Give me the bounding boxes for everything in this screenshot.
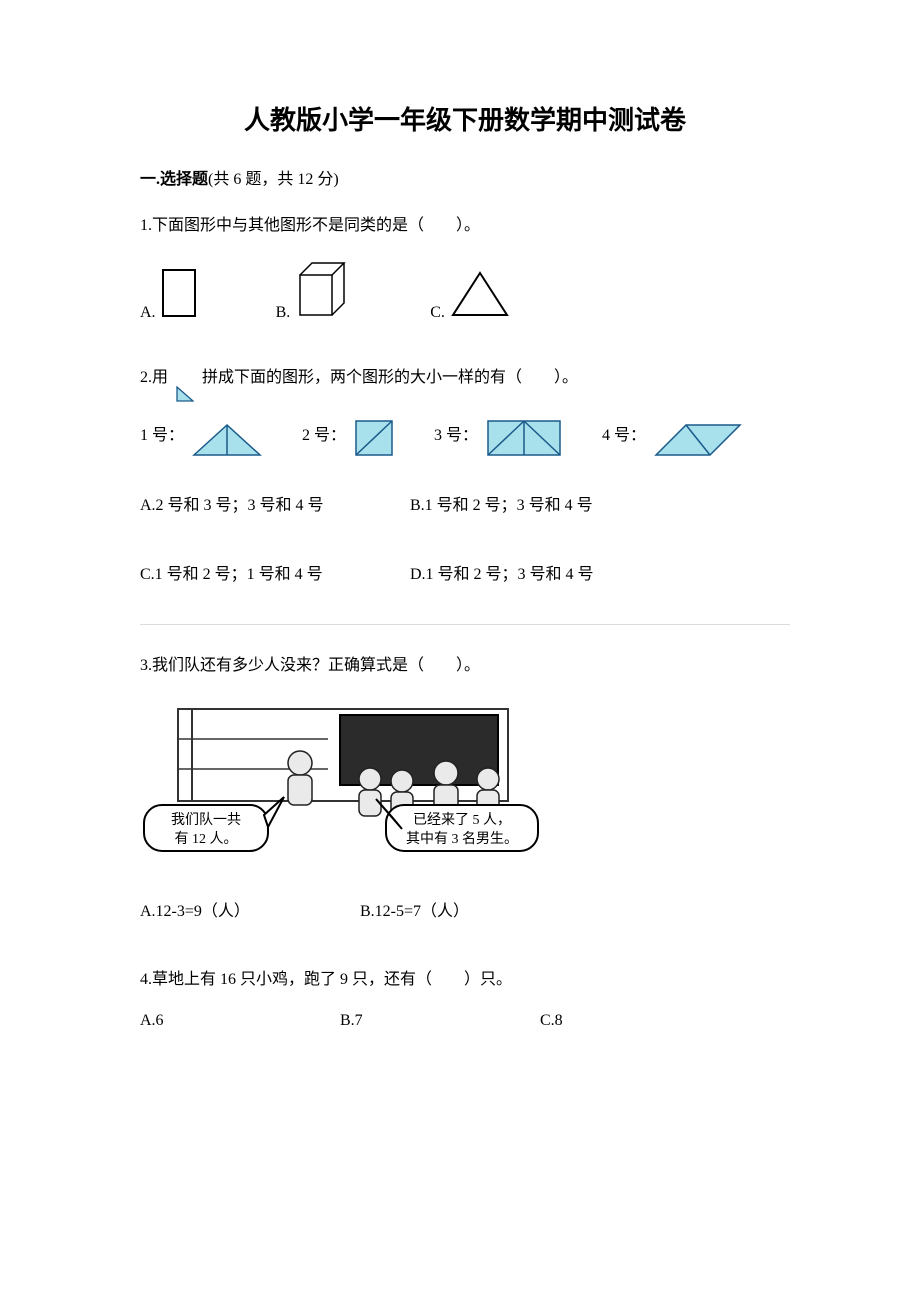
question-2: 2.用 拼成下面的图形，两个图形的大小一样的有（ ）。 1 号： 2 号：	[140, 365, 790, 588]
q2-choice-c: C.1 号和 2 号；1 号和 4 号	[140, 562, 410, 588]
q2-text: 2.用 拼成下面的图形，两个图形的大小一样的有（ ）。	[140, 365, 790, 391]
q4-option-c: C.8	[540, 1008, 740, 1034]
q2-s1-label: 1 号：	[140, 423, 184, 457]
question-1: 1.下面图形中与其他图形不是同类的是（ ）。 A. B.	[140, 213, 790, 325]
q1-c-label: C.	[430, 300, 445, 326]
q4-option-a: A.6	[140, 1008, 340, 1034]
q2-shape-2: 2 号：	[302, 419, 394, 457]
q2-s3-label: 3 号：	[434, 423, 478, 457]
q2-shape-3: 3 号：	[434, 419, 562, 457]
q1-option-c: C.	[430, 271, 509, 326]
q3-option-a: A.12-3=9（人）	[140, 899, 360, 925]
section-label: 一.选择题	[140, 171, 208, 188]
question-3: 3.我们队还有多少人没来？正确算式是（ ）。	[140, 653, 790, 925]
q2-s2-label: 2 号：	[302, 423, 346, 457]
shape-3-svg	[486, 419, 562, 457]
q2-choice-d: D.1 号和 2 号；3 号和 4 号	[410, 562, 680, 588]
q1-options: A. B. C.	[140, 261, 790, 326]
bubble-right-line2: 其中有 3 名男生。	[406, 831, 518, 847]
q2-choices: A.2 号和 3 号；3 号和 4 号 B.1 号和 2 号；3 号和 4 号 …	[140, 493, 790, 588]
page-title: 人教版小学一年级下册数学期中测试卷	[140, 100, 790, 137]
question-4: 4.草地上有 16 只小鸡，跑了 9 只，还有（ ）只。 A.6 B.7 C.8	[140, 967, 790, 1034]
triangle-shape	[451, 271, 509, 326]
section-header: 一.选择题(共 6 题，共 12 分)	[140, 165, 790, 189]
shape-1-svg	[192, 423, 262, 457]
q4-options: A.6 B.7 C.8	[140, 1008, 790, 1034]
rectangle-shape	[162, 269, 196, 326]
q2-suffix: 拼成下面的图形，两个图形的大小一样的有（ ）。	[202, 369, 578, 386]
q3-option-b: B.12-5=7（人）	[360, 899, 580, 925]
q2-s4-label: 4 号：	[602, 423, 646, 457]
q3-options: A.12-3=9（人） B.12-5=7（人）	[140, 899, 790, 925]
section-meta: (共 6 题，共 12 分)	[208, 171, 339, 188]
q2-shapes: 1 号： 2 号： 3 号：	[140, 419, 790, 457]
q1-a-label: A.	[140, 300, 156, 326]
cuboid-shape	[296, 261, 350, 326]
shape-2-svg	[354, 419, 394, 457]
q4-text: 4.草地上有 16 只小鸡，跑了 9 只，还有（ ）只。	[140, 967, 790, 993]
q1-option-b: B.	[276, 261, 351, 326]
q1-b-label: B.	[276, 300, 291, 326]
small-triangle-icon	[176, 385, 194, 411]
q2-prefix: 2.用	[140, 369, 168, 386]
q4-option-b: B.7	[340, 1008, 540, 1034]
q2-shape-4: 4 号：	[602, 423, 742, 457]
q2-choice-a: A.2 号和 3 号；3 号和 4 号	[140, 493, 410, 519]
bubble-left-line1: 我们队一共	[171, 812, 241, 828]
q3-text: 3.我们队还有多少人没来？正确算式是（ ）。	[140, 653, 790, 679]
q3-illustration: 我们队一共 有 12 人。 已经来了 5 人， 其中有 3 名男生。	[140, 701, 790, 870]
section-divider	[140, 624, 790, 625]
q1-text: 1.下面图形中与其他图形不是同类的是（ ）。	[140, 213, 790, 239]
bubble-right-line1: 已经来了 5 人，	[413, 812, 511, 828]
q2-choice-b: B.1 号和 2 号；3 号和 4 号	[410, 493, 680, 519]
q1-option-a: A.	[140, 269, 196, 326]
q2-shape-1: 1 号：	[140, 423, 262, 457]
bubble-left-line2: 有 12 人。	[175, 831, 238, 847]
shape-4-svg	[654, 423, 742, 457]
